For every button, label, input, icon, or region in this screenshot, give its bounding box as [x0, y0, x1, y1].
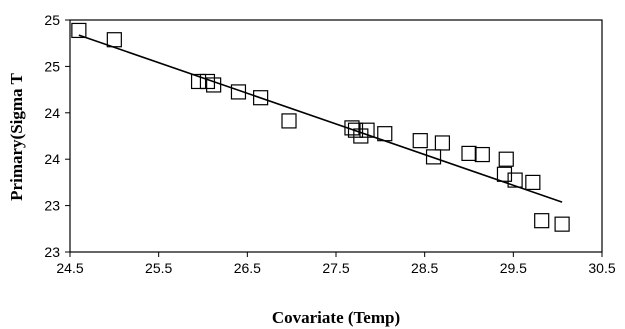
y-tick-label: 23 [44, 198, 60, 214]
data-point-square [434, 135, 450, 151]
x-tick-label: 24.5 [56, 260, 83, 276]
data-point-square [190, 73, 207, 90]
data-point-square [498, 151, 514, 167]
trendline-group [78, 34, 563, 203]
data-point-square [281, 113, 297, 129]
data-points [71, 22, 570, 232]
data-point-square [461, 145, 477, 161]
x-tick-label: 29.5 [500, 260, 527, 276]
data-point-square [496, 166, 513, 182]
data-point-square [206, 77, 222, 93]
data-point-square [344, 120, 360, 136]
data-point-square [71, 22, 87, 39]
data-point-square [554, 216, 570, 232]
y-tick-labels: 23 23 24 24 25 25 [44, 12, 60, 260]
data-point-square [525, 174, 541, 190]
x-tick-label: 30.5 [588, 260, 615, 276]
trendline [78, 34, 563, 203]
data-point-square [425, 149, 442, 165]
y-tick-label: 23 [44, 244, 60, 260]
plot-area-frame [69, 19, 603, 253]
axis-ticks [65, 19, 603, 257]
data-point-square [534, 213, 550, 229]
y-tick-label: 25 [44, 12, 60, 28]
y-tick-label: 24 [44, 151, 60, 167]
data-point-square [412, 133, 428, 149]
x-tick-label: 26.5 [234, 260, 261, 276]
data-point-square [106, 32, 122, 48]
x-axis-title: Covariate (Temp) [272, 308, 400, 327]
data-point-square [253, 90, 269, 106]
data-point-square [230, 84, 247, 100]
y-tick-label: 25 [44, 58, 60, 74]
data-point-square [507, 172, 523, 188]
x-tick-label: 25.5 [145, 260, 172, 276]
x-tick-label: 27.5 [322, 260, 349, 276]
y-tick-label: 24 [44, 105, 60, 121]
data-point-square [474, 146, 490, 163]
data-point-square [359, 122, 375, 138]
data-point-square [353, 128, 369, 144]
x-tick-labels: 24.5 25.5 26.5 27.5 28.5 29.5 30.5 [56, 260, 615, 276]
y-axis-title: Primary(Sigma T [7, 73, 26, 201]
x-tick-label: 28.5 [411, 260, 438, 276]
data-point-square [377, 126, 393, 142]
data-point-square [199, 73, 216, 90]
data-point-square [347, 122, 364, 138]
